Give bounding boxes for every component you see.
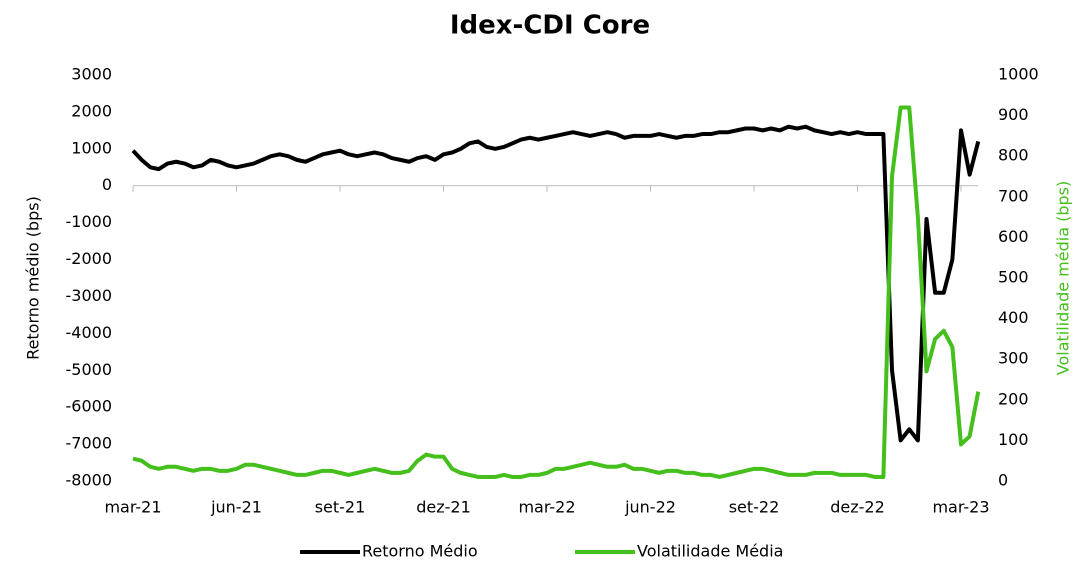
y2-tick-label: 400 xyxy=(998,308,1029,327)
y-tick-label: 2000 xyxy=(71,101,112,120)
x-tick-label: mar-21 xyxy=(104,498,161,517)
x-tick-label: mar-22 xyxy=(518,498,575,517)
y-axis-title: Retorno médio (bps) xyxy=(24,196,43,360)
y-tick-label: -3000 xyxy=(66,286,113,305)
y-tick-label: -5000 xyxy=(66,360,113,379)
y-tick-label: -7000 xyxy=(66,434,113,453)
y-tick-label: 1000 xyxy=(71,138,112,157)
x-tick-label: set-21 xyxy=(315,498,366,517)
y2-tick-label: 900 xyxy=(998,105,1029,124)
y2-tick-label: 300 xyxy=(998,349,1029,368)
y-tick-label: 3000 xyxy=(71,65,112,84)
y2-axis-title: Volatilidade média (bps) xyxy=(1054,181,1073,375)
y-tick-label: -1000 xyxy=(66,212,113,231)
y2-tick-label: 100 xyxy=(998,430,1029,449)
x-tick-label: jun-21 xyxy=(210,498,262,517)
y2-tick-label: 800 xyxy=(998,146,1029,165)
x-tick-label: mar-23 xyxy=(932,498,989,517)
y-tick-label: -8000 xyxy=(66,471,113,490)
legend-label: Volatilidade Média xyxy=(637,542,783,561)
y2-tick-label: 600 xyxy=(998,227,1029,246)
x-tick-label: dez-22 xyxy=(830,498,885,517)
y2-tick-label: 0 xyxy=(998,471,1008,490)
y-tick-label: -2000 xyxy=(66,249,113,268)
x-tick-label: set-22 xyxy=(729,498,780,517)
y-tick-label: -6000 xyxy=(66,397,113,416)
y-tick-label: -4000 xyxy=(66,323,113,342)
series-line xyxy=(132,105,981,479)
x-tick-label: dez-21 xyxy=(416,498,471,517)
y2-tick-label: 500 xyxy=(998,268,1029,287)
y-tick-label: 0 xyxy=(102,175,112,194)
y2-tick-label: 700 xyxy=(998,186,1029,205)
y2-tick-label: 200 xyxy=(998,389,1029,408)
x-tick-label: jun-22 xyxy=(624,498,676,517)
series-line xyxy=(131,124,981,443)
y2-tick-label: 1000 xyxy=(998,65,1039,84)
chart-title: Idex-CDI Core xyxy=(450,11,650,41)
legend-label: Retorno Médio xyxy=(362,542,478,561)
